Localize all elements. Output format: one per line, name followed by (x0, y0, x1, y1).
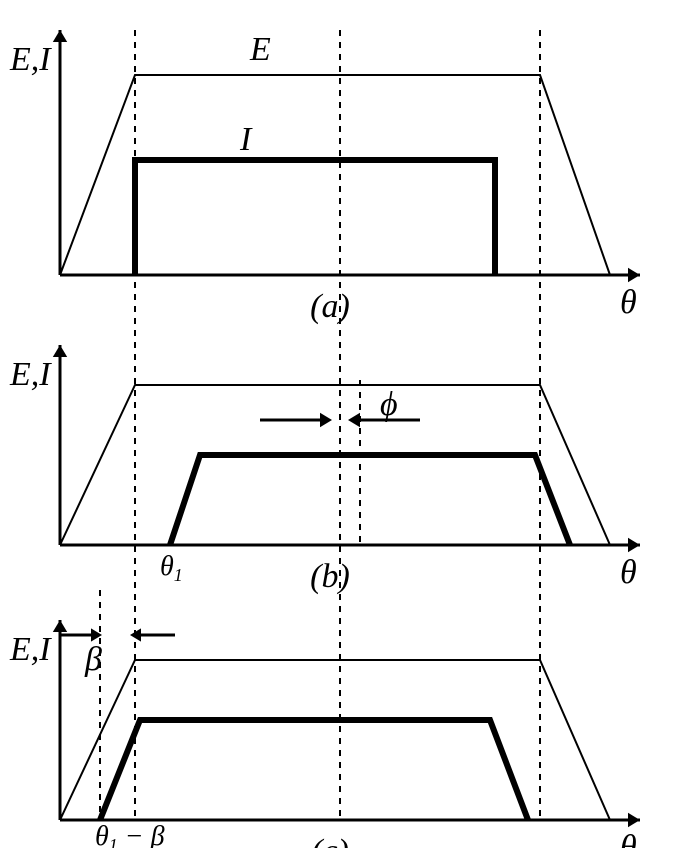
theta1-label: θ1 (160, 551, 183, 585)
i-curve-b (170, 455, 570, 545)
arrowhead (320, 413, 332, 427)
y-axis-label-b: E,I (9, 356, 52, 393)
e-curve-b (60, 385, 610, 545)
i-curve-a (135, 160, 495, 275)
arrowhead (628, 268, 640, 282)
e-label-a: E (249, 31, 271, 68)
arrowhead (53, 30, 67, 42)
x-axis-label-c: θ (620, 829, 637, 848)
arrowhead (53, 620, 67, 632)
theta1-minus-beta-label: θ1 − β (95, 821, 165, 848)
caption-a: (a) (310, 288, 350, 325)
arrowhead (628, 813, 640, 827)
i-curve-c (100, 720, 528, 820)
arrowhead (628, 538, 640, 552)
y-axis-label-c: E,I (9, 631, 52, 668)
x-axis-label-a: θ (620, 284, 637, 321)
arrowhead (348, 413, 360, 427)
phi-label: ϕ (380, 386, 398, 423)
e-curve-c (60, 660, 610, 820)
diagram-canvas: E,I θ (a) E I E,I θ (b) ϕ θ1 E,I θ (c) β θ1 − β (0, 0, 684, 848)
y-axis-label-a: E,I (9, 41, 52, 78)
caption-b: (b) (310, 558, 350, 595)
x-axis-label-b: θ (620, 554, 637, 591)
i-label-a: I (239, 121, 253, 158)
beta-label: β (84, 641, 102, 678)
e-curve-a (60, 75, 610, 275)
caption-c: (c) (311, 833, 349, 848)
arrowhead (53, 345, 67, 357)
